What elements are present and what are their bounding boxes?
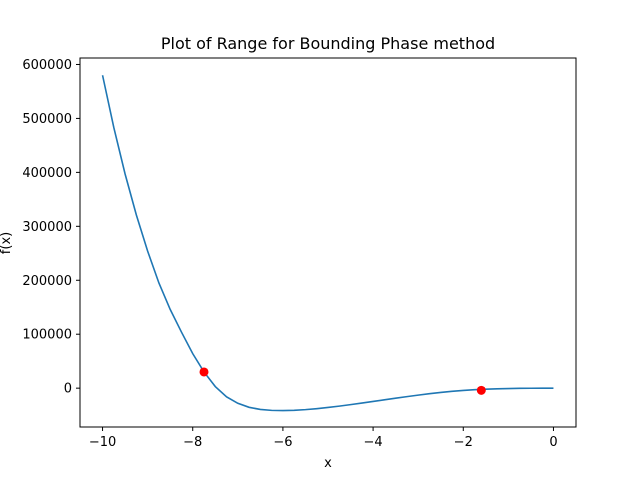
data-point-1: [476, 385, 486, 395]
y-tick-label: 100000: [22, 328, 72, 343]
x-tick-label: −4: [364, 435, 383, 450]
data-point-0: [199, 367, 209, 377]
x-tick-label: −2: [454, 435, 473, 450]
axes-frame: [79, 57, 577, 428]
x-axis-label: x: [324, 456, 332, 471]
y-tick-label: 300000: [22, 220, 72, 235]
x-tick-label: −6: [273, 435, 292, 450]
x-tick-label: −8: [183, 435, 202, 450]
y-tick-label: 200000: [22, 274, 72, 289]
x-tick-label: −10: [89, 435, 116, 450]
y-tick-label: 500000: [22, 112, 72, 127]
y-axis-label: f(x): [0, 232, 14, 254]
y-axis-ticks: 0 100000 200000 300000 400000 500000 600000: [22, 58, 80, 397]
marker-layer: [199, 367, 486, 395]
y-tick-label: 400000: [22, 166, 72, 181]
plot-area: [80, 58, 576, 427]
chart-title: Plot of Range for Bounding Phase method: [161, 34, 495, 53]
y-tick-label: 0: [64, 382, 72, 397]
x-axis-ticks: −10 −8 −6 −4 −2 0: [89, 427, 558, 450]
x-tick-label: 0: [549, 435, 557, 450]
y-tick-label: 600000: [22, 58, 72, 73]
